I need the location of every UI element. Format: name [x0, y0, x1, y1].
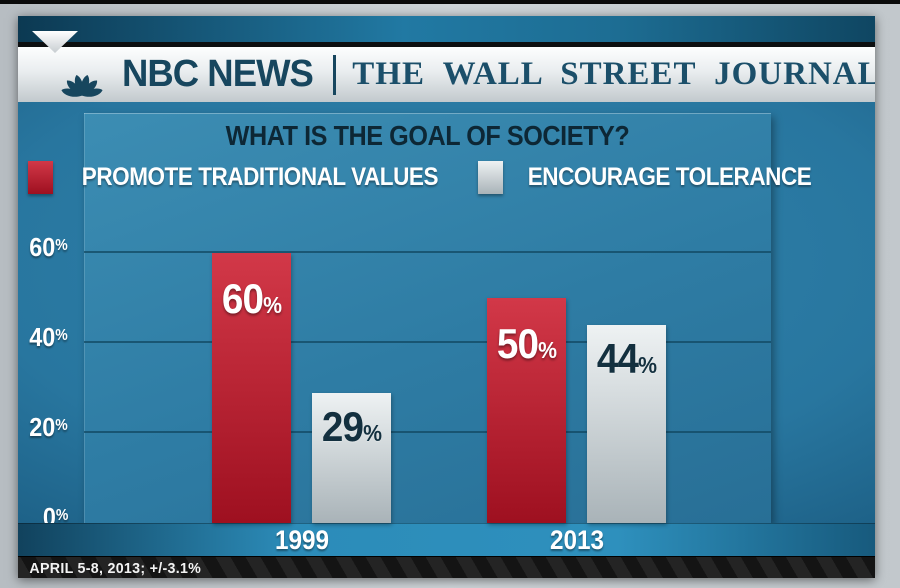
legend-label: ENCOURAGE TOLERANCE [527, 163, 812, 191]
legend-item: ENCOURAGE TOLERANCE [477, 161, 827, 194]
chart-title: WHAT IS THE GOAL OF SOCIETY? [225, 120, 630, 151]
bar-value-label: 60% [221, 275, 282, 322]
category-label-2013: 2013 [549, 525, 604, 555]
footnote-bar: APRIL 5-8, 2013; +/-3.1% [18, 556, 875, 578]
bar-1999-series1: 29% [312, 392, 391, 523]
legend-label: PROMOTE TRADITIONAL VALUES [81, 163, 439, 191]
bar-2013-series1: 44% [587, 325, 666, 523]
y-axis-tick-label: 20% [29, 412, 68, 442]
brand-row: NBC NEWS THE WALL STREET JOURNAL [56, 53, 875, 97]
header-rule [18, 42, 875, 47]
gridline [84, 341, 771, 343]
gridline [84, 431, 771, 433]
y-axis-tick-label: 40% [29, 322, 68, 352]
top-black-bar [0, 0, 900, 4]
header-accent-band [18, 16, 875, 42]
nbc-news-wordmark: NBC NEWS [122, 53, 314, 95]
legend-item: PROMOTE TRADITIONAL VALUES [28, 161, 458, 194]
wsj-wordmark: THE WALL STREET JOURNAL [352, 56, 875, 92]
bar-value-label: 50% [496, 320, 557, 367]
brand-divider [333, 54, 337, 95]
nbc-peacock-icon [61, 74, 103, 97]
bar-value-label: 44% [596, 335, 657, 382]
category-label-1999: 1999 [274, 525, 329, 555]
chart-panel: WHAT IS THE GOAL OF SOCIETY? PROMOTE TRA… [28, 113, 812, 523]
bar-value-label: 29% [321, 402, 382, 450]
y-axis-tick-label: 60% [29, 232, 68, 262]
chart-region: WHAT IS THE GOAL OF SOCIETY? PROMOTE TRA… [18, 102, 875, 557]
category-axis-band: 1999 2013 [18, 523, 875, 557]
broadcast-graphic: NBC NEWS THE WALL STREET JOURNAL WHAT IS… [18, 16, 875, 578]
chart-legend: PROMOTE TRADITIONAL VALUES ENCOURAGE TOLE… [28, 161, 812, 194]
y-axis: 0% 20% 40% 60% [18, 113, 76, 532]
brand-banner: NBC NEWS THE WALL STREET JOURNAL [18, 47, 875, 104]
legend-swatch [477, 161, 503, 194]
bar-1999-series0: 60% [212, 253, 291, 523]
bar-2013-series0: 50% [487, 298, 566, 523]
gridline [84, 251, 771, 253]
footnote-text: APRIL 5-8, 2013; +/-3.1% [29, 559, 202, 577]
legend-swatch [28, 161, 54, 194]
nbc-brand: NBC NEWS [56, 53, 317, 97]
